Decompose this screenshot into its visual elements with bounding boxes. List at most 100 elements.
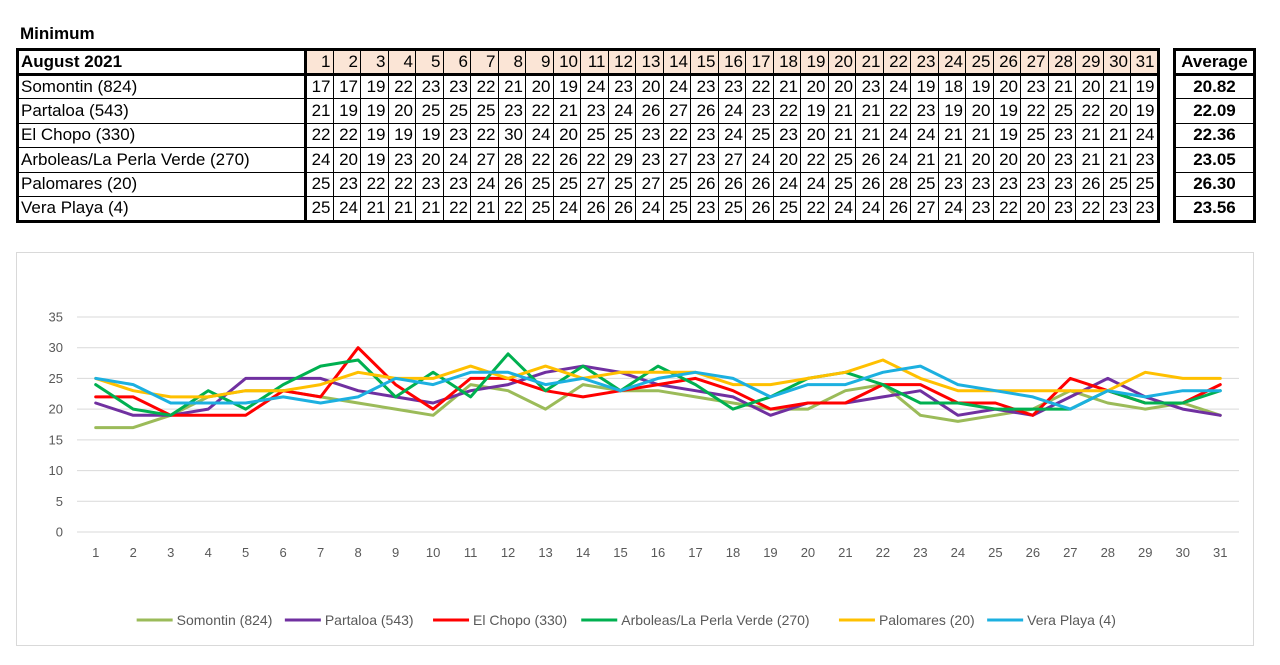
temperature-cell: 19 — [387, 122, 416, 148]
day-header: 5 — [415, 49, 444, 76]
temperature-cell: 24 — [910, 122, 939, 148]
temperature-cell: 23 — [965, 196, 994, 222]
legend-label: Palomares (20) — [879, 612, 975, 628]
x-tick-label: 16 — [651, 545, 665, 560]
temperature-cell: 20 — [772, 147, 801, 173]
day-header: 6 — [442, 49, 471, 76]
x-tick-label: 1 — [92, 545, 99, 560]
day-header: 12 — [607, 49, 636, 76]
temperature-cell: 25 — [525, 196, 554, 222]
x-tick-label: 15 — [613, 545, 627, 560]
temperature-cell: 23 — [772, 122, 801, 148]
day-header: 10 — [552, 49, 581, 76]
temperature-cell: 20 — [827, 73, 856, 99]
day-header: 7 — [470, 49, 499, 76]
temperature-cell: 24 — [772, 171, 801, 197]
temperature-cell: 19 — [332, 98, 361, 124]
temperature-cell: 24 — [607, 98, 636, 124]
temperature-cell: 26 — [855, 171, 884, 197]
temperature-cell: 24 — [305, 147, 334, 173]
temperature-cell: 21 — [827, 98, 856, 124]
temperature-cell: 24 — [662, 73, 691, 99]
temperature-cell: 20 — [800, 73, 829, 99]
temperature-cell: 21 — [772, 73, 801, 99]
day-header: 23 — [910, 49, 939, 76]
temperature-cell: 21 — [910, 147, 939, 173]
temperature-cell: 19 — [360, 147, 389, 173]
temperature-cell: 25 — [1047, 98, 1076, 124]
temperature-cell: 27 — [662, 147, 691, 173]
temperature-cell: 25 — [662, 196, 691, 222]
temperature-cell: 20 — [965, 147, 994, 173]
x-tick-label: 28 — [1101, 545, 1115, 560]
month-header: August 2021 — [17, 49, 307, 76]
temperature-cell: 26 — [1075, 171, 1104, 197]
temperature-cell: 21 — [305, 98, 334, 124]
temperature-cell: 25 — [772, 196, 801, 222]
temperature-cell: 21 — [855, 122, 884, 148]
temperature-cell: 20 — [552, 122, 581, 148]
series-line — [94, 352, 1222, 417]
temperature-cell: 23 — [635, 122, 664, 148]
temperature-cell: 21 — [470, 196, 499, 222]
temperature-cell: 21 — [1102, 122, 1131, 148]
legend-label: Somontin (824) — [177, 612, 273, 628]
temperature-cell: 25 — [580, 122, 609, 148]
day-header: 1 — [305, 49, 334, 76]
temperature-cell: 23 — [965, 171, 994, 197]
day-header: 31 — [1130, 49, 1159, 76]
temperature-cell: 22 — [772, 98, 801, 124]
temperature-cell: 22 — [882, 98, 911, 124]
x-tick-label: 29 — [1138, 545, 1152, 560]
temperature-cell: 30 — [497, 122, 526, 148]
temperature-cell: 20 — [800, 122, 829, 148]
temperature-cell: 24 — [745, 147, 774, 173]
x-tick-label: 4 — [205, 545, 212, 560]
station-name: El Chopo (330) — [17, 122, 307, 148]
x-tick-label: 24 — [951, 545, 965, 560]
temperature-cell: 19 — [965, 73, 994, 99]
temperature-cell: 20 — [1020, 147, 1049, 173]
temperature-cell: 21 — [827, 122, 856, 148]
temperature-cell: 22 — [992, 196, 1021, 222]
legend-label: Arboleas/La Perla Verde (270) — [621, 612, 809, 628]
series-line — [94, 358, 1222, 399]
temperature-cell: 23 — [1102, 196, 1131, 222]
temperature-cell: 24 — [937, 196, 966, 222]
temperature-cell: 17 — [305, 73, 334, 99]
average-row: 23.05 — [1174, 147, 1255, 173]
temperature-cell: 22 — [800, 196, 829, 222]
temperature-cell: 25 — [305, 171, 334, 197]
temperature-cell: 21 — [415, 196, 444, 222]
station-name: Arboleas/La Perla Verde (270) — [17, 147, 307, 173]
temperature-cell: 23 — [387, 147, 416, 173]
temperature-cell: 25 — [827, 171, 856, 197]
legend-label: Partaloa (543) — [325, 612, 414, 628]
x-tick-label: 5 — [242, 545, 249, 560]
day-header: 8 — [497, 49, 526, 76]
x-tick-label: 14 — [576, 545, 590, 560]
temperature-cell: 23 — [1020, 171, 1049, 197]
x-tick-label: 31 — [1213, 545, 1227, 560]
temperature-cell: 23 — [1047, 171, 1076, 197]
temperature-cell: 21 — [1047, 73, 1076, 99]
legend-label: El Chopo (330) — [473, 612, 567, 628]
temperature-cell: 25 — [305, 196, 334, 222]
temperature-cell: 21 — [1075, 147, 1104, 173]
day-header: 17 — [745, 49, 774, 76]
temperature-cell: 22 — [332, 122, 361, 148]
temperature-cell: 18 — [937, 73, 966, 99]
temperature-cell: 19 — [360, 122, 389, 148]
temperature-cell: 23 — [635, 147, 664, 173]
temperature-cell: 22 — [800, 147, 829, 173]
temperature-cell: 22 — [662, 122, 691, 148]
day-header: 11 — [580, 49, 609, 76]
temperature-cell: 27 — [717, 147, 746, 173]
temperature-cell: 26 — [745, 171, 774, 197]
average-value: 23.05 — [1174, 147, 1255, 173]
day-header: 29 — [1075, 49, 1104, 76]
temperature-cell: 23 — [937, 171, 966, 197]
temperature-cell: 23 — [332, 171, 361, 197]
temperature-cell: 23 — [415, 73, 444, 99]
y-tick-label: 10 — [49, 463, 63, 478]
